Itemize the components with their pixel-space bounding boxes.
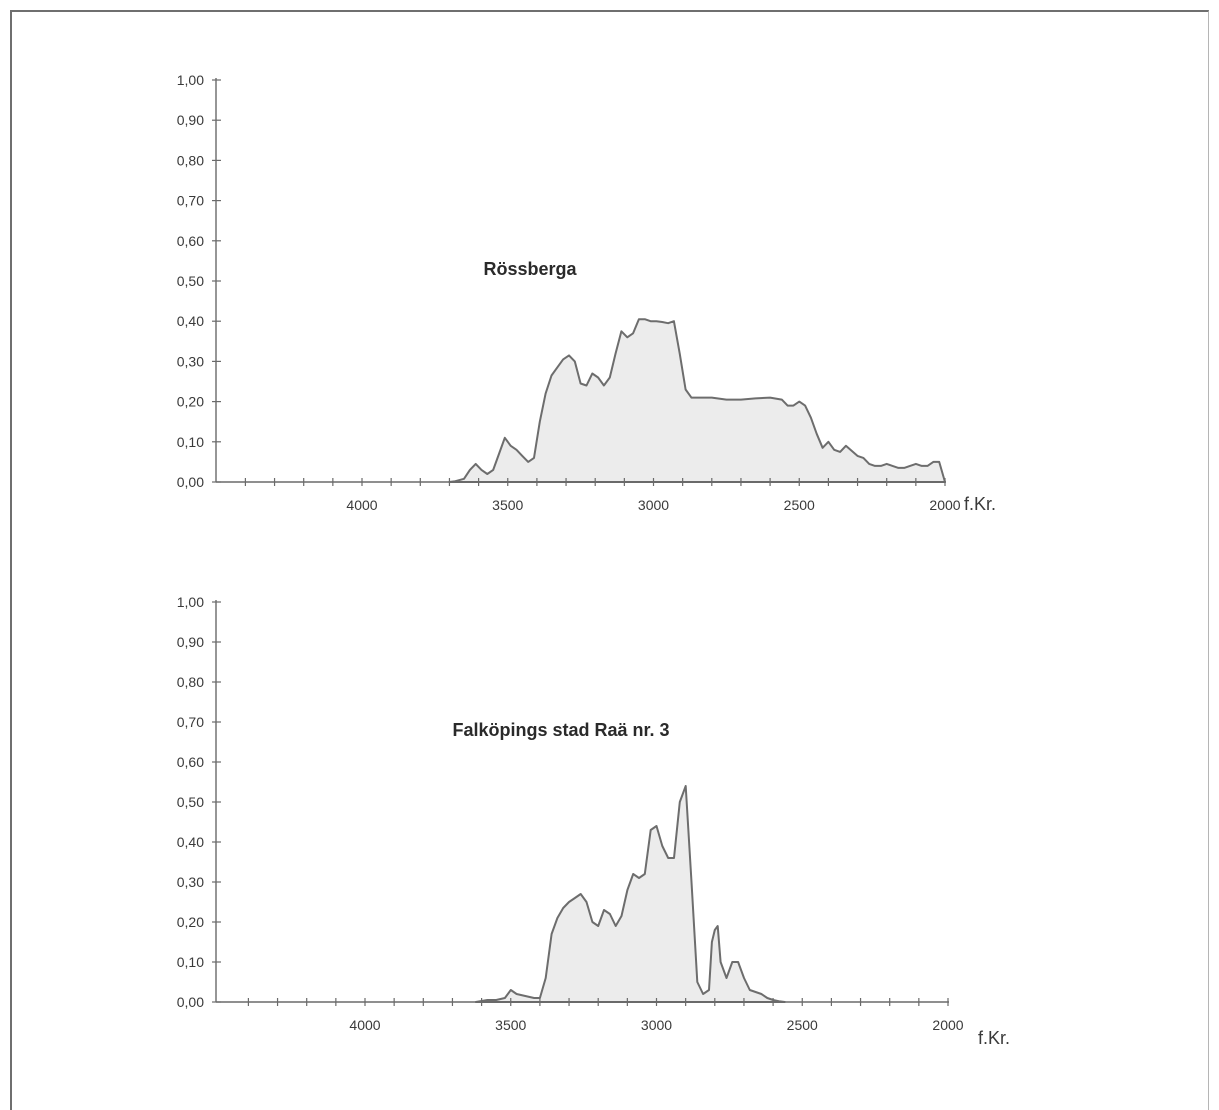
chart-1-y-tick-label-5: 0,50 — [177, 794, 204, 810]
chart-0-x-tick-label-4: 2000 — [929, 497, 960, 513]
chart-1-x-tick-label-4: 2000 — [932, 1017, 963, 1033]
chart-falkopings: 0,00 0,10 0,20 0,30 0,40 0,50 0,60 0,70 0,80 0,90… — [177, 594, 1010, 1048]
chart-0-y-tick-label-4: 0,40 — [177, 313, 204, 329]
chart-1-x-unit-label: f.Kr. — [978, 1028, 1010, 1048]
chart-0-y-tick-label-2: 0,20 — [177, 394, 204, 410]
chart-0-x-tick-label-0: 4000 — [346, 497, 377, 513]
chart-rossberga: 0,00 0,10 0,20 0,30 0,40 0,50 0,60 0,70 0,80 0,90… — [177, 72, 996, 514]
chart-1-x-tick-label-3: 2500 — [787, 1017, 818, 1033]
chart-0-y-tick-label-7: 0,70 — [177, 193, 204, 209]
chart-0-x-tick-label-2: 3000 — [638, 497, 669, 513]
chart-0-y-tick-label-6: 0,60 — [177, 233, 204, 249]
chart-1-y-tick-label-2: 0,20 — [177, 914, 204, 930]
chart-1-y-tick-label-8: 0,80 — [177, 674, 204, 690]
chart-0-y-tick-label-9: 0,90 — [177, 112, 204, 128]
chart-0-y-tick-label-10: 1,00 — [177, 72, 204, 88]
chart-0-y-tick-label-3: 0,30 — [177, 353, 204, 369]
chart-0-x-unit-label: f.Kr. — [964, 494, 996, 514]
chart-1-y-tick-label-6: 0,60 — [177, 754, 204, 770]
chart-0-y-tick-label-5: 0,50 — [177, 273, 204, 289]
chart-1-x-tick-label-0: 4000 — [349, 1017, 380, 1033]
chart-1-x-tick-label-2: 3000 — [641, 1017, 672, 1033]
chart-0-y-tick-label-8: 0,80 — [177, 152, 204, 168]
chart-0-x-tick-label-1: 3500 — [492, 497, 523, 513]
chart-1-x-tick-label-1: 3500 — [495, 1017, 526, 1033]
chart-1-y-tick-label-10: 1,00 — [177, 594, 204, 610]
chart-1-y-tick-label-4: 0,40 — [177, 834, 204, 850]
chart-1-y-tick-label-0: 0,00 — [177, 994, 204, 1010]
figure-frame — [10, 10, 1209, 1110]
chart-0-y-tick-label-1: 0,10 — [177, 434, 204, 450]
chart-0-title: Rössberga — [483, 259, 577, 279]
chart-1-y-tick-label-7: 0,70 — [177, 714, 204, 730]
chart-1-y-tick-label-1: 0,10 — [177, 954, 204, 970]
chart-0-series-area — [448, 318, 946, 483]
chart-1-series-area — [474, 785, 786, 1003]
chart-1-y-tick-label-9: 0,90 — [177, 634, 204, 650]
chart-0-y-tick-label-0: 0,00 — [177, 474, 204, 490]
chart-0-x-tick-label-3: 2500 — [784, 497, 815, 513]
chart-1-title: Falköpings stad Raä nr. 3 — [452, 720, 669, 740]
chart-1-y-tick-label-3: 0,30 — [177, 874, 204, 890]
